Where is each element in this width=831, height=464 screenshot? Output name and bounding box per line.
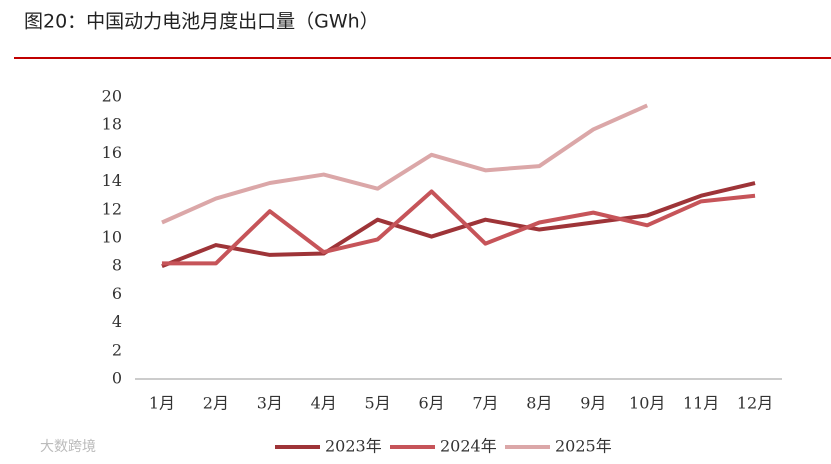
x-tick-label: 3月 xyxy=(257,394,283,413)
x-tick-label: 5月 xyxy=(365,394,391,413)
x-tick-label: 8月 xyxy=(526,394,552,413)
x-tick-label: 6月 xyxy=(418,394,444,413)
x-tick-label: 9月 xyxy=(580,394,606,413)
x-tick-label: 1月 xyxy=(149,394,175,413)
y-tick-label: 14 xyxy=(102,171,122,190)
y-tick-label: 0 xyxy=(112,369,122,388)
y-tick-label: 16 xyxy=(102,143,122,162)
x-tick-label: 2月 xyxy=(203,394,229,413)
series-line xyxy=(161,103,649,225)
legend-label: 2023年 xyxy=(325,437,382,456)
y-tick-label: 10 xyxy=(102,228,122,247)
legend-label: 2025年 xyxy=(555,437,612,456)
chart-title: 图20：中国动力电池月度出口量（GWh） xyxy=(24,11,379,33)
y-tick-label: 18 xyxy=(102,115,122,134)
y-tick-label: 8 xyxy=(112,256,122,275)
x-tick-label: 7月 xyxy=(472,394,498,413)
x-tick-label: 11月 xyxy=(683,394,719,413)
y-tick-label: 6 xyxy=(112,284,122,303)
x-tick-label: 12月 xyxy=(737,394,773,413)
series-line xyxy=(161,181,756,269)
y-tick-label: 20 xyxy=(102,87,122,106)
x-tick-label: 4月 xyxy=(311,394,337,413)
legend-label: 2024年 xyxy=(440,437,497,456)
y-tick-label: 12 xyxy=(102,199,122,218)
x-tick-label: 10月 xyxy=(629,394,665,413)
series-line xyxy=(161,189,756,266)
y-tick-label: 4 xyxy=(112,312,122,331)
watermark: 大数跨境 xyxy=(40,439,96,455)
y-tick-label: 2 xyxy=(112,340,122,359)
